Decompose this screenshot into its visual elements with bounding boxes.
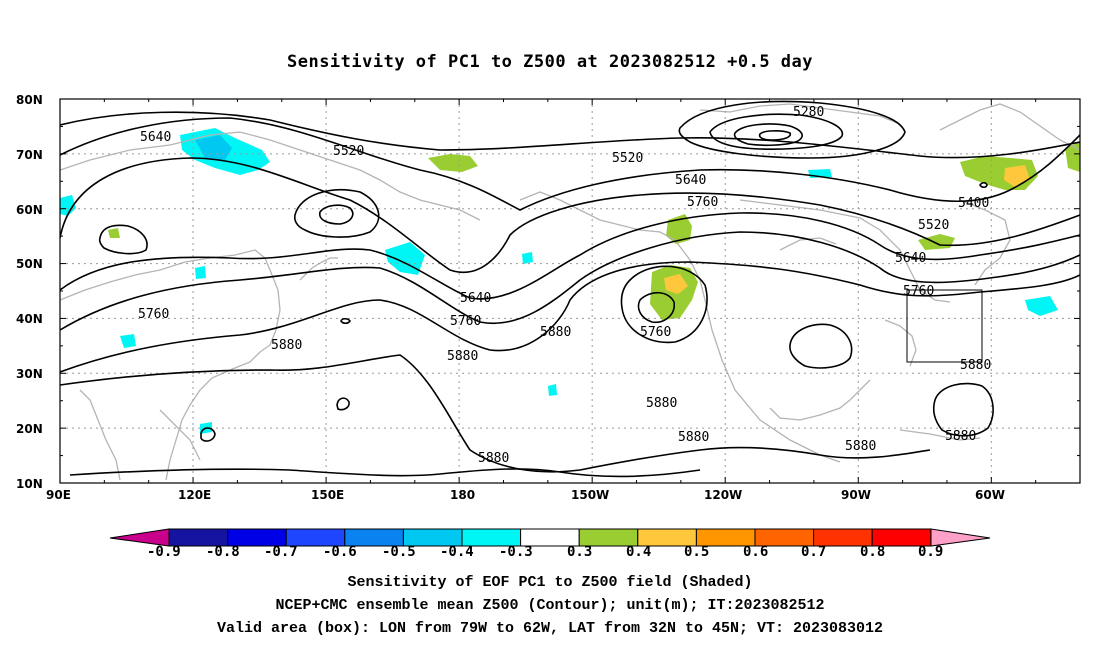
colorbar-tick-label: 0.9 xyxy=(918,544,943,560)
contour-label: 5760 xyxy=(640,325,671,340)
contour-label: 5880 xyxy=(646,396,677,411)
lat-lon-grid xyxy=(60,99,1080,483)
contour-label: 5760 xyxy=(687,195,718,210)
contour-label: 5880 xyxy=(447,349,478,364)
contour-label: 5520 xyxy=(918,218,949,233)
contour-label: 5880 xyxy=(845,439,876,454)
lat-tick-label: 40N xyxy=(16,312,43,326)
contour-label: 5640 xyxy=(895,251,926,266)
contour-label: 5640 xyxy=(140,130,171,145)
colorbar-right-arrow xyxy=(930,528,991,547)
shade-cyan-patch xyxy=(60,195,76,216)
valid-area-box xyxy=(906,289,983,363)
lon-tick-label: 90W xyxy=(841,488,871,502)
colorbar-tick-label: 0.5 xyxy=(684,544,709,560)
colorbar-tick-label: -0.5 xyxy=(382,544,416,560)
shade-green-patch xyxy=(1065,142,1080,172)
colorbar-tick-label: -0.7 xyxy=(264,544,298,560)
shade-cyan-patch xyxy=(548,384,557,396)
caption-contour: NCEP+CMC ensemble mean Z500 (Contour); u… xyxy=(275,597,825,614)
shade-yellow-patch xyxy=(1004,165,1030,187)
contour-label: 5640 xyxy=(675,173,706,188)
lat-tick-label: 10N xyxy=(16,477,43,491)
contour-label: 5520 xyxy=(333,144,364,159)
colorbar-tick-label: 0.3 xyxy=(567,544,592,560)
shade-green-patch xyxy=(428,154,478,172)
contour-label: 5400 xyxy=(958,196,989,211)
lat-tick-label: 80N xyxy=(16,93,43,107)
shade-cyan-patch xyxy=(522,252,533,264)
contour-label: 5880 xyxy=(540,325,571,340)
contour-label: 5280 xyxy=(793,105,824,120)
contour-labels: 5280 5400 5520 5520 5520 5640 5640 5640 … xyxy=(138,105,991,466)
contour-label: 5880 xyxy=(678,430,709,445)
z500-contours xyxy=(60,100,1080,478)
colorbar-tick-label: -0.8 xyxy=(206,544,240,560)
lon-tick-label: 120W xyxy=(704,488,742,502)
lon-tick-labels: 90E 120E 150E 180 150W 120W 90W 60W xyxy=(46,488,1005,502)
shade-cyan-patch xyxy=(1025,296,1058,316)
contour-label: 5880 xyxy=(271,338,302,353)
map-title: Sensitivity of PC1 to Z500 at 2023082512… xyxy=(286,52,813,72)
colorbar-tick-labels: -0.9 -0.8 -0.7 -0.6 -0.5 -0.4 -0.3 0.3 0… xyxy=(147,544,943,560)
caption-valid-area: Valid area (box): LON from 79W to 62W, L… xyxy=(216,620,884,637)
lon-tick-label: 150W xyxy=(571,488,609,502)
caption-shaded: Sensitivity of EOF PC1 to Z500 field (Sh… xyxy=(347,574,753,591)
colorbar-tick-label: -0.9 xyxy=(147,544,181,560)
colorbar-cells xyxy=(168,528,932,547)
lat-tick-labels: 80N 70N 60N 50N 40N 30N 20N 10N xyxy=(16,93,43,491)
colorbar-tick-label: 0.7 xyxy=(801,544,826,560)
shaded-sensitivity xyxy=(60,128,1080,434)
colorbar-tick-label: 0.4 xyxy=(626,544,651,560)
shade-cyan-patch xyxy=(195,266,206,279)
lon-tick-label: 180 xyxy=(450,488,475,502)
axis-ticks xyxy=(59,98,1081,484)
shade-cyan-patch xyxy=(385,242,425,275)
lat-tick-label: 60N xyxy=(16,203,43,217)
lat-tick-label: 70N xyxy=(16,148,43,162)
lat-tick-label: 30N xyxy=(16,367,43,381)
colorbar-tick-label: 0.8 xyxy=(860,544,885,560)
lat-tick-label: 20N xyxy=(16,422,43,436)
colorbar: -0.9 -0.8 -0.7 -0.6 -0.5 -0.4 -0.3 0.3 0… xyxy=(109,528,991,560)
contour-label: 5880 xyxy=(945,429,976,444)
contour-label: 5640 xyxy=(460,291,491,306)
lon-tick-label: 120E xyxy=(178,488,211,502)
coastlines xyxy=(60,103,1080,481)
lon-tick-label: 150E xyxy=(311,488,344,502)
contour-label: 5760 xyxy=(903,284,934,299)
contour-label: 5760 xyxy=(138,307,169,322)
contour-label: 5880 xyxy=(960,358,991,373)
shade-cyan-patch xyxy=(120,334,136,348)
plot-area: 5280 5400 5520 5520 5520 5640 5640 5640 … xyxy=(60,99,1080,483)
contour-label: 5880 xyxy=(478,451,509,466)
colorbar-tick-label: -0.6 xyxy=(323,544,357,560)
colorbar-tick-label: -0.3 xyxy=(499,544,533,560)
lon-tick-label: 60W xyxy=(975,488,1005,502)
colorbar-tick-label: -0.4 xyxy=(440,544,474,560)
contour-label: 5520 xyxy=(612,151,643,166)
colorbar-tick-label: 0.6 xyxy=(743,544,768,560)
lat-tick-label: 50N xyxy=(16,257,43,271)
lon-tick-label: 90E xyxy=(46,488,71,502)
contour-label: 5760 xyxy=(450,314,481,329)
shade-green-patch xyxy=(108,228,120,238)
shade-yellow-patch xyxy=(664,274,688,294)
